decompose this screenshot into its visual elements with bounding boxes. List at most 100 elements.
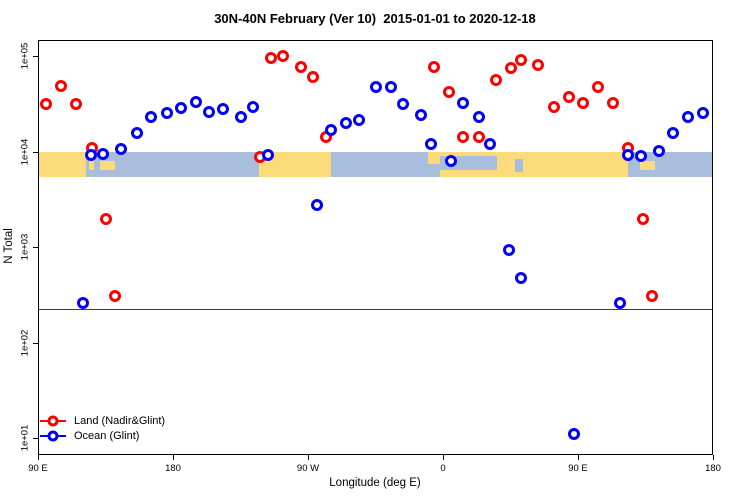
data-point-land [443, 86, 455, 99]
data-point-ocean [96, 148, 109, 161]
legend-ring-ocean [47, 430, 59, 441]
data-point-ocean [681, 110, 694, 123]
data-point-land [276, 50, 289, 62]
map-band-patch-land [639, 160, 655, 170]
data-point-land [99, 213, 112, 226]
x-axis-tick-label: 90 E [568, 463, 588, 474]
data-point-land [306, 70, 319, 83]
x-axis-tick [713, 455, 714, 460]
y-axis-tick-label: 1e+03 [19, 233, 31, 261]
data-point-land [294, 60, 307, 73]
legend-symbol-land-icon [40, 415, 66, 427]
y-axis-tick-label: 1e+01 [19, 424, 31, 452]
data-point-land [645, 289, 658, 302]
data-point-land [428, 61, 440, 73]
legend-symbol-ocean-icon [40, 430, 66, 442]
map-band-segment-ocean [86, 151, 259, 178]
y-axis-tick-label: 1e+02 [19, 329, 31, 356]
data-point-ocean [161, 107, 173, 120]
data-point-ocean [414, 108, 427, 121]
data-point-ocean [353, 114, 365, 127]
y-axis-tick [33, 342, 38, 344]
map-band-patch-land [89, 158, 95, 170]
y-axis-tick-label: 1e+05 [19, 42, 31, 70]
data-point-land [606, 97, 619, 110]
x-axis-tick [443, 455, 444, 460]
data-point-ocean [203, 105, 215, 118]
data-point-ocean [131, 127, 143, 140]
data-point-ocean [189, 95, 202, 108]
y-axis-tick [33, 438, 38, 439]
data-point-ocean [311, 198, 323, 211]
data-point-ocean [456, 96, 469, 109]
data-point-land [515, 54, 527, 67]
legend: Land (Nadir&Glint) Ocean (Glint) [40, 413, 165, 443]
data-point-ocean [483, 137, 496, 150]
data-point-ocean [503, 244, 515, 256]
data-point-land [264, 51, 277, 64]
x-axis-tick [308, 455, 309, 460]
data-point-ocean [369, 80, 382, 93]
data-point-ocean [234, 110, 247, 123]
x-axis-tick-label: 0 [440, 463, 446, 474]
map-band-segment-ocean [330, 151, 428, 178]
data-point-ocean [614, 297, 626, 310]
data-point-land [54, 79, 67, 92]
x-axis-title: Longitude (deg E) [329, 477, 421, 489]
y-axis-tick [33, 56, 38, 57]
data-point-land [39, 97, 52, 110]
map-band-patch-ocean [515, 159, 523, 173]
data-point-land [456, 130, 469, 143]
map-band-patch-land [99, 160, 115, 170]
y-axis-tick [33, 151, 38, 153]
legend-label-land: Land (Nadir&Glint) [74, 414, 166, 427]
y-axis-tick [33, 247, 38, 248]
data-point-ocean [515, 272, 527, 285]
legend-label-ocean: Ocean (Glint) [74, 429, 140, 442]
x-axis-tick [578, 455, 579, 460]
data-point-ocean [696, 106, 709, 119]
data-point-land [548, 101, 560, 114]
map-band-patch-ocean [428, 164, 440, 178]
data-point-ocean [653, 144, 665, 157]
y-axis-title: N Total [3, 228, 15, 264]
data-point-ocean [114, 143, 127, 156]
legend-row-land: Land (Nadir&Glint) [40, 413, 165, 428]
x-axis-tick [38, 455, 39, 460]
data-point-ocean [216, 102, 229, 115]
data-point-land [531, 58, 544, 71]
legend-row-ocean: Ocean (Glint) [40, 428, 165, 443]
data-point-land [489, 74, 502, 87]
data-point-ocean [666, 126, 679, 139]
data-point-ocean [635, 149, 647, 162]
x-axis-tick-label: 180 [705, 463, 721, 474]
legend-ring-land [47, 415, 59, 426]
map-band-segment-land [38, 151, 86, 178]
data-point-ocean [144, 111, 157, 124]
data-point-ocean [246, 101, 259, 114]
x-axis-tick-label: 90 E [28, 463, 48, 474]
data-point-ocean [621, 148, 634, 161]
plot-area: 90 E 180 90 W 0 90 E 180 1e+05 1e+04 1e+03 1e+02 1… [20, 40, 721, 474]
data-point-ocean [77, 297, 89, 310]
data-point-ocean [444, 155, 457, 168]
x-axis-tick [173, 455, 174, 460]
data-point-ocean [84, 148, 97, 161]
x-axis-tick-label: 90 W [296, 463, 320, 474]
data-point-land [563, 90, 575, 103]
data-point-land [591, 80, 604, 93]
data-point-land [473, 130, 485, 143]
x-axis-tick-label: 180 [165, 463, 181, 474]
data-point-land [69, 97, 82, 110]
data-point-land [504, 62, 517, 75]
data-point-land [636, 213, 649, 226]
threshold-line [38, 309, 713, 311]
data-point-ocean [174, 101, 187, 114]
data-point-ocean [324, 123, 337, 136]
data-point-land [576, 97, 589, 110]
data-point-ocean [473, 110, 485, 123]
data-point-ocean [396, 97, 409, 110]
data-point-ocean [261, 148, 274, 161]
y-axis-tick-label: 1e+04 [19, 138, 31, 165]
data-point-ocean [425, 137, 437, 150]
